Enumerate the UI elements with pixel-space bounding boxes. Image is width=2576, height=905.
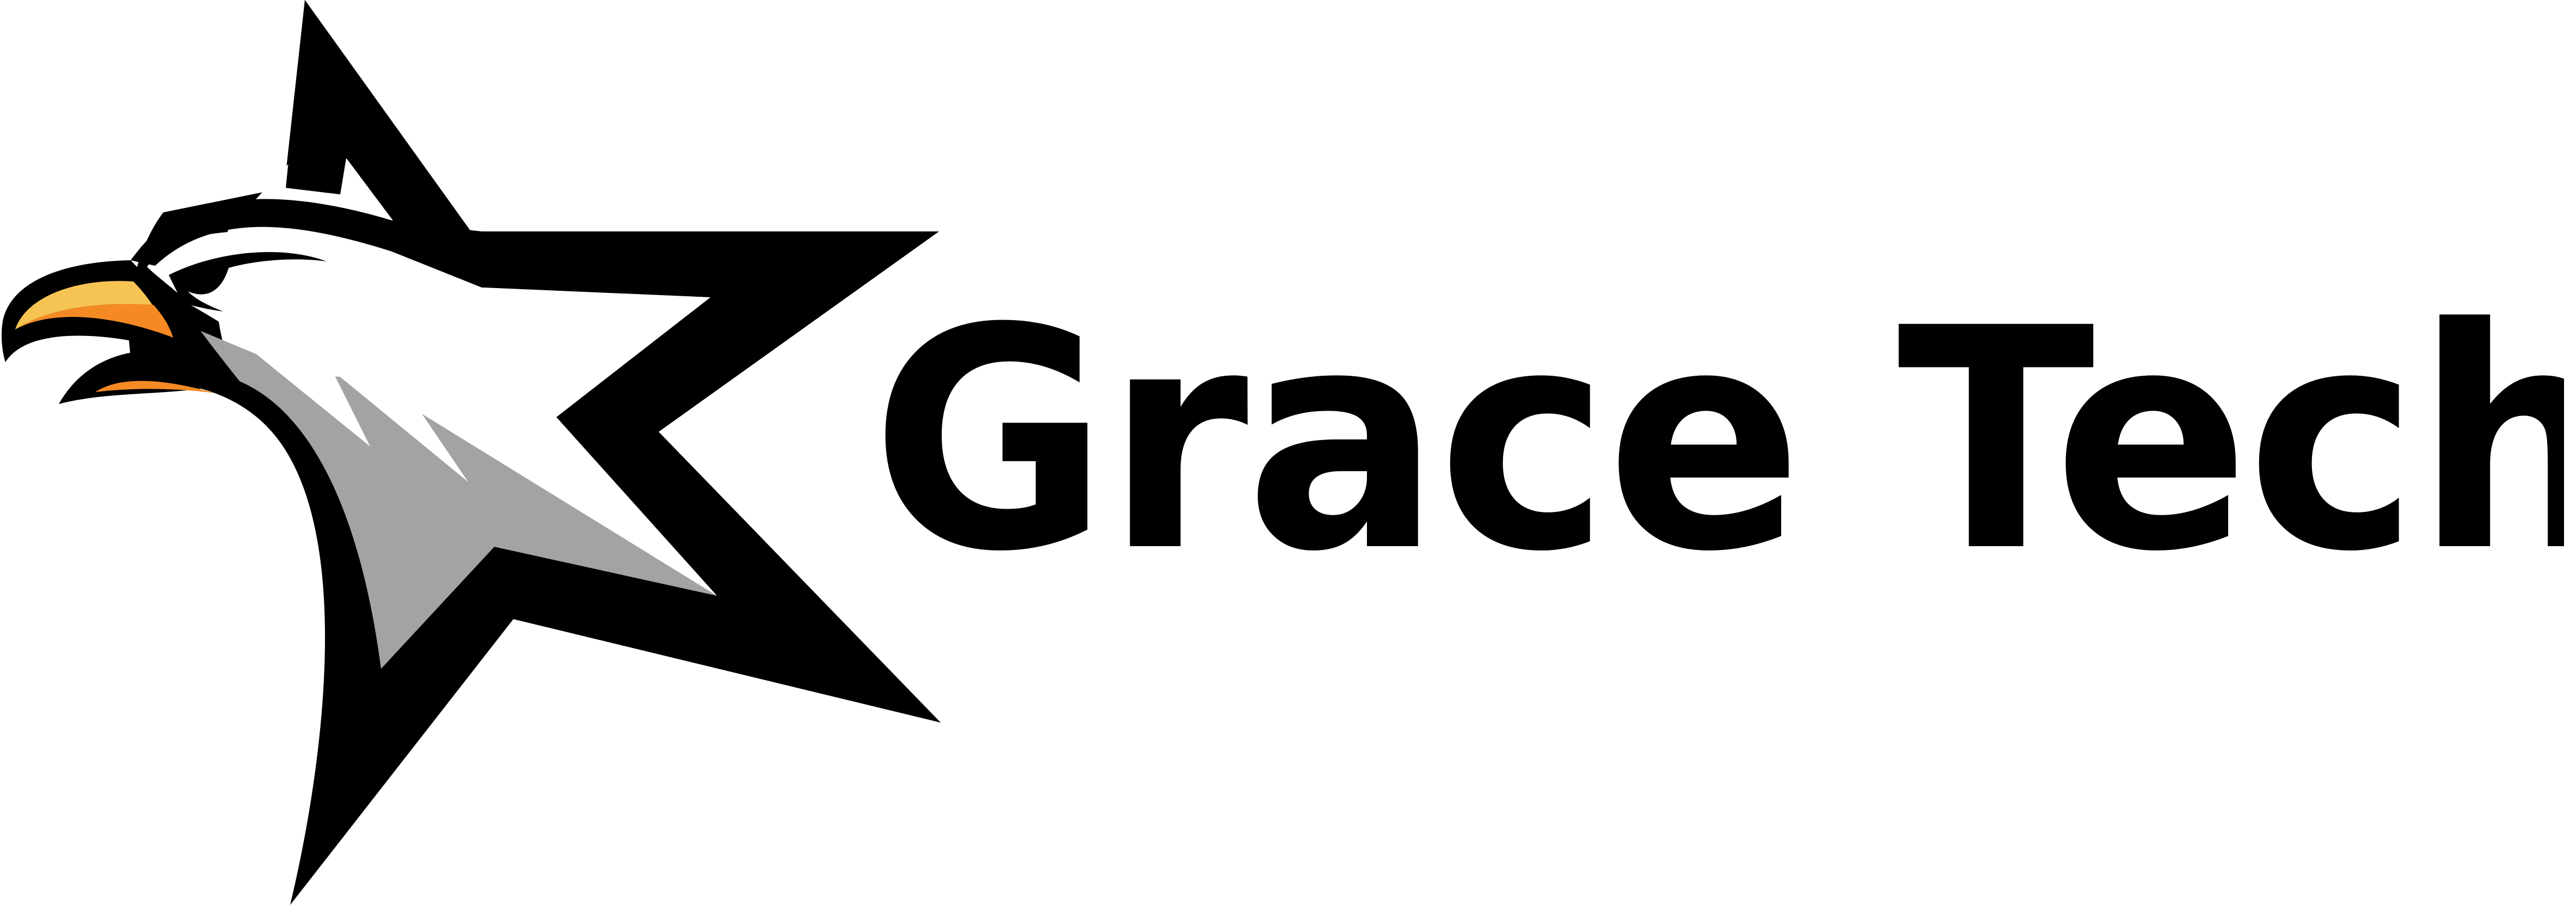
eagle-head [147,231,710,417]
beak-orange [15,304,173,338]
eagle-eye-white [152,266,173,274]
brand-wordmark: Grace Tech [871,256,2564,626]
star-notch-outline [286,0,471,231]
star-notch [326,158,393,221]
brand-name: Grace Tech [871,264,2564,619]
eagle-eye [169,252,327,311]
eagle-head-outline [131,199,482,288]
wing-feathers [191,327,717,669]
eagle-star-icon [1,0,941,905]
beak-yellow [15,281,152,329]
beak-lower-orange [95,381,215,393]
